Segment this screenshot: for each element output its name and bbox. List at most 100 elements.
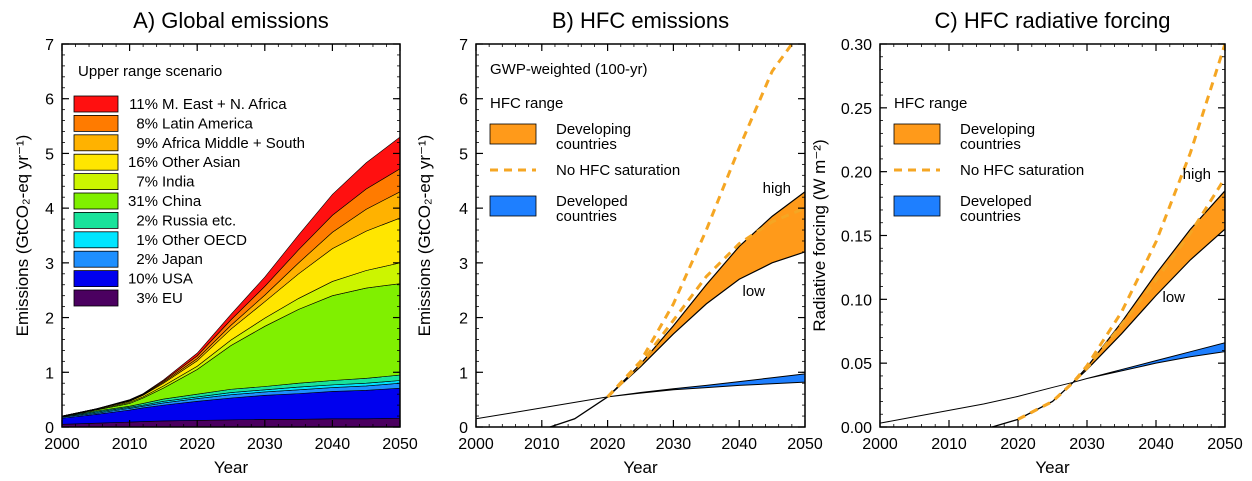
legend-label: Developed bbox=[556, 193, 628, 210]
legend-percent: 2% bbox=[136, 251, 158, 268]
developed-band bbox=[880, 342, 1225, 424]
x-tick-label: 2040 bbox=[1138, 436, 1174, 453]
scenario-label: Upper range scenario bbox=[78, 63, 222, 80]
legend-label: countries bbox=[556, 208, 617, 225]
legend-swatch bbox=[73, 134, 119, 152]
panel-title: C) HFC radiative forcing bbox=[935, 8, 1171, 33]
plot-area bbox=[62, 136, 400, 427]
x-tick-label: 2030 bbox=[656, 436, 692, 453]
legend-title: HFC range bbox=[894, 95, 967, 112]
x-axis-label: Year bbox=[1035, 458, 1070, 477]
legend-swatch bbox=[893, 123, 941, 145]
x-tick-label: 2000 bbox=[862, 436, 898, 453]
developed-band bbox=[476, 373, 805, 420]
x-tick-label: 2010 bbox=[524, 436, 560, 453]
legend-label: Africa Middle + South bbox=[162, 135, 305, 152]
legend-label: Russia etc. bbox=[162, 212, 236, 229]
legend-swatch bbox=[73, 250, 119, 268]
y-tick-label: 5 bbox=[459, 146, 468, 163]
x-tick-label: 2040 bbox=[315, 436, 351, 453]
legend-swatch bbox=[489, 195, 537, 217]
y-tick-label: 7 bbox=[45, 37, 54, 54]
y-tick-label: 0 bbox=[459, 420, 468, 437]
legend-label: countries bbox=[960, 136, 1021, 153]
x-tick-label: 2030 bbox=[1069, 436, 1105, 453]
y-tick-label: 6 bbox=[45, 92, 54, 109]
legend-swatch bbox=[73, 173, 119, 191]
panel-2: B) HFC emissions GWP-weighted (100-yr) HFC… bbox=[415, 8, 823, 477]
y-tick-label: 0.20 bbox=[841, 165, 872, 182]
y-tick-label: 0.00 bbox=[841, 420, 872, 437]
legend-label: M. East + N. Africa bbox=[162, 96, 287, 113]
y-axis-label: Emissions (GtCO₂-eq yr⁻¹) bbox=[415, 135, 434, 337]
legend-percent: 2% bbox=[136, 212, 158, 229]
legend-label: China bbox=[162, 193, 202, 210]
y-tick-label: 2 bbox=[45, 311, 54, 328]
x-tick-label: 2020 bbox=[179, 436, 215, 453]
no-saturation-line bbox=[1017, 177, 1225, 421]
y-tick-label: 1 bbox=[459, 365, 468, 382]
y-axis-label: Emissions (GtCO₂-eq yr⁻¹) bbox=[13, 135, 32, 337]
panel-title: B) HFC emissions bbox=[552, 8, 729, 33]
x-tick-label: 2010 bbox=[931, 436, 967, 453]
legend-label: USA bbox=[162, 271, 193, 288]
x-tick-label: 2000 bbox=[44, 436, 80, 453]
legend-swatch bbox=[73, 270, 119, 288]
legend-percent: 16% bbox=[128, 154, 158, 171]
x-axis-label: Year bbox=[623, 458, 658, 477]
legend-percent: 10% bbox=[128, 271, 158, 288]
legend-label: Developing bbox=[556, 121, 631, 138]
legend-label: EU bbox=[162, 290, 183, 307]
legend-label: No HFC saturation bbox=[960, 162, 1084, 179]
y-tick-label: 4 bbox=[45, 201, 54, 218]
y-tick-label: 0.30 bbox=[841, 37, 872, 54]
legend-label: Developing bbox=[960, 121, 1035, 138]
x-axis-label: Year bbox=[214, 458, 249, 477]
total-early-line bbox=[547, 396, 608, 427]
axes-frame bbox=[475, 43, 806, 428]
y-tick-label: 0.10 bbox=[841, 292, 872, 309]
legend-swatch bbox=[73, 95, 119, 113]
legend-label: Other Asian bbox=[162, 154, 240, 171]
legend-swatch bbox=[73, 289, 119, 307]
x-tick-label: 2050 bbox=[787, 436, 823, 453]
legend-swatch bbox=[489, 123, 537, 145]
y-tick-label: 1 bbox=[45, 365, 54, 382]
legend-title: HFC range bbox=[490, 95, 563, 112]
legend-label: Japan bbox=[162, 251, 203, 268]
panel-3: C) HFC radiative forcing HFC range Develop… bbox=[810, 8, 1243, 477]
plot-area bbox=[880, 44, 1225, 427]
legend-label: countries bbox=[960, 208, 1021, 225]
legend-label: Latin America bbox=[162, 115, 254, 132]
legend-swatch bbox=[73, 153, 119, 171]
legend-swatch bbox=[73, 231, 119, 249]
panel-subtitle: GWP-weighted (100-yr) bbox=[490, 61, 648, 78]
legend-percent: 3% bbox=[136, 290, 158, 307]
y-tick-label: 0.15 bbox=[841, 229, 872, 246]
legend-label: India bbox=[162, 174, 195, 191]
y-tick-label: 2 bbox=[459, 311, 468, 328]
legend-percent: 7% bbox=[136, 174, 158, 191]
legend-label: countries bbox=[556, 136, 617, 153]
panel-1: A) Global emissions Upper range scenario 1… bbox=[13, 8, 418, 477]
annotation-low: low bbox=[1162, 289, 1185, 306]
total-early-line bbox=[989, 381, 1074, 427]
developing-band bbox=[607, 190, 805, 398]
panel-title: A) Global emissions bbox=[133, 8, 329, 33]
x-tick-label: 2000 bbox=[458, 436, 494, 453]
area-series bbox=[62, 136, 400, 417]
legend-percent: 31% bbox=[128, 193, 158, 210]
x-tick-label: 2020 bbox=[1000, 436, 1036, 453]
y-tick-label: 0 bbox=[45, 420, 54, 437]
x-tick-label: 2010 bbox=[112, 436, 148, 453]
x-tick-label: 2020 bbox=[590, 436, 626, 453]
plot-area bbox=[476, 44, 805, 427]
no-saturation-line bbox=[606, 44, 794, 398]
y-tick-label: 3 bbox=[45, 256, 54, 273]
annotation-high: high bbox=[1183, 166, 1211, 183]
x-tick-label: 2050 bbox=[1207, 436, 1243, 453]
y-tick-label: 0.05 bbox=[841, 356, 872, 373]
annotation-high: high bbox=[763, 180, 791, 197]
y-tick-label: 3 bbox=[459, 256, 468, 273]
legend-swatch bbox=[73, 192, 119, 210]
